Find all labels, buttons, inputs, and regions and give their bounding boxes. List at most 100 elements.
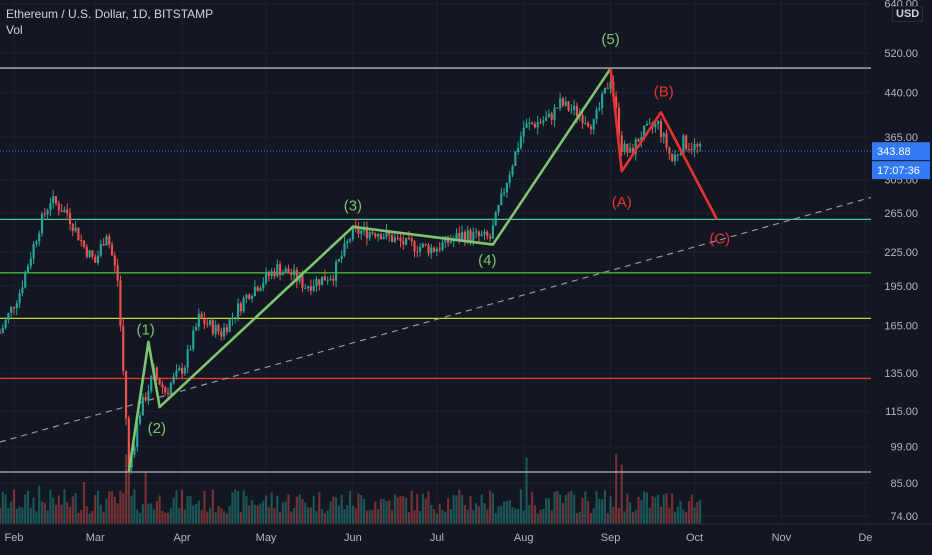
candle-body [136, 423, 139, 447]
volume-bar [74, 493, 77, 524]
candle-body [141, 397, 144, 416]
volume-bar [483, 503, 486, 524]
volume-bar [626, 493, 629, 524]
volume-bar [312, 495, 315, 524]
volume-bar [407, 512, 410, 524]
candle-body [10, 307, 13, 314]
candle-body [124, 370, 128, 419]
volume-bar [405, 497, 408, 524]
volume-bar [620, 464, 623, 524]
volume-bar [15, 508, 18, 524]
candle-body [32, 243, 35, 259]
volume-bar [276, 495, 279, 524]
candle-body [161, 384, 164, 388]
volume-bar [203, 490, 206, 524]
x-tick-label: Apr [173, 532, 190, 544]
volume-bar [657, 494, 660, 524]
volume-bar [651, 496, 654, 524]
candle-body [433, 247, 436, 252]
volume-bar [489, 490, 492, 524]
candle-body [200, 313, 203, 319]
volume-bar [679, 500, 682, 524]
volume-bar [612, 507, 615, 524]
candle-body [643, 125, 646, 138]
candle-body [469, 230, 472, 241]
candle-body [46, 210, 49, 215]
volume-bar [416, 493, 419, 524]
candle-body [424, 243, 427, 246]
candle-body [85, 246, 88, 257]
volume-bars [0, 454, 702, 524]
volume-bar [363, 498, 366, 524]
candle-body [217, 324, 220, 332]
candle-body [676, 154, 679, 156]
volume-bar [486, 509, 489, 524]
volume-bar [629, 502, 632, 524]
volume-bar [57, 495, 60, 524]
x-tick-label: Sep [601, 532, 621, 544]
trendline [0, 196, 872, 443]
volume-bar [18, 506, 21, 524]
volume-bar [127, 461, 130, 524]
candle-body [371, 232, 374, 234]
volume-bar [564, 495, 567, 524]
candle-body [449, 241, 452, 243]
volume-bar [528, 504, 531, 524]
candle-body [634, 139, 637, 154]
candle-body [687, 148, 691, 150]
volume-bar [54, 504, 58, 524]
volume-bar [214, 512, 217, 524]
volume-bar [234, 489, 237, 524]
candle-body [581, 114, 584, 124]
candle-body [82, 240, 86, 247]
volume-bar [321, 509, 324, 524]
currency-badge[interactable]: USD [892, 6, 924, 22]
volume-bar [71, 496, 74, 524]
corrective-wave-line [609, 68, 719, 220]
volume-bar [82, 482, 86, 524]
candle-body [236, 303, 240, 318]
candle-body [382, 236, 385, 240]
candle-body [231, 317, 234, 319]
candle-body [180, 367, 184, 374]
candle-body [435, 248, 438, 252]
candle-body [329, 278, 332, 281]
volume-bar [500, 505, 503, 524]
candle-body [138, 415, 142, 424]
volume-bar [508, 500, 511, 524]
volume-bar [662, 494, 665, 524]
volume-bar [575, 513, 578, 524]
current-price-badge [872, 142, 930, 161]
volume-bar [673, 511, 677, 524]
candle-body [80, 240, 83, 242]
x-tick-label: Mar [86, 532, 105, 544]
candle-body [391, 234, 394, 242]
candle-body [441, 242, 444, 250]
volume-bar [615, 454, 618, 524]
candle-body [18, 293, 21, 304]
volume-bar [430, 504, 433, 524]
volume-bar [413, 510, 416, 524]
volume-bar [587, 501, 590, 524]
candle-body [349, 239, 352, 242]
x-tick-label: De [858, 532, 872, 544]
candle-body [279, 264, 282, 276]
volume-bar [304, 502, 307, 524]
volume-bar [0, 507, 2, 524]
candle-body [511, 166, 514, 175]
candle-body [88, 250, 91, 257]
candle-body [155, 367, 158, 378]
volume-bar [617, 508, 621, 524]
countdown-label: 17:07:36 [877, 165, 920, 177]
candle-body [323, 276, 326, 281]
volume-bar [455, 495, 458, 524]
corrective-wave-label: (A) [612, 194, 632, 211]
candle-body [343, 243, 346, 256]
candle-body [267, 272, 270, 276]
candle-body [295, 269, 298, 282]
volume-bar [262, 500, 265, 524]
candle-body [57, 203, 60, 211]
candle-body [500, 192, 503, 205]
